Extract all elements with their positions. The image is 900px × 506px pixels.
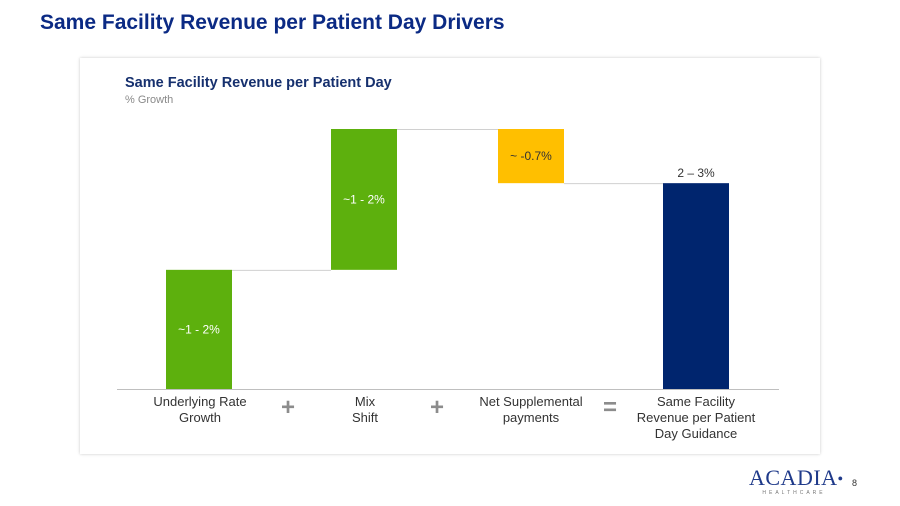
logo-wordmark: ACADIA● (749, 465, 844, 490)
bar-underlying-rate-growth (166, 269, 232, 389)
bar-mix-shift (331, 129, 397, 270)
page-number: 8 (852, 478, 858, 488)
chart-title: Same Facility Revenue per Patient Day (125, 75, 392, 91)
acadia-logo: ACADIA● HEALTHCARE (749, 465, 844, 497)
page-title: Same Facility Revenue per Patient Day Dr… (40, 11, 505, 34)
category-label-guidance: Same Facility Revenue per Patient Day Gu… (636, 394, 756, 441)
category-label-net-supplemental-payments: Net Supplemental payments (479, 394, 583, 425)
chart-subtitle: % Growth (125, 94, 174, 106)
equals-operator-icon: = (602, 394, 617, 421)
category-label-underlying-rate-growth: Underlying Rate Growth (153, 394, 247, 425)
category-label-mix-shift: Mix Shift (351, 394, 378, 425)
data-label-underlying-rate-growth: ~1 - 2% (178, 322, 220, 336)
bar-net-supplemental-payments (498, 129, 564, 184)
data-label-guidance: 2 – 3% (677, 166, 715, 180)
plus-operator-icon: + (280, 394, 295, 421)
logo-subtext: HEALTHCARE (762, 490, 826, 496)
data-label-mix-shift: ~1 - 2% (343, 192, 385, 206)
bar-guidance (663, 183, 729, 389)
plus-operator-icon: + (429, 394, 444, 421)
data-label-net-supplemental-payments: ~ -0.7% (510, 149, 552, 163)
